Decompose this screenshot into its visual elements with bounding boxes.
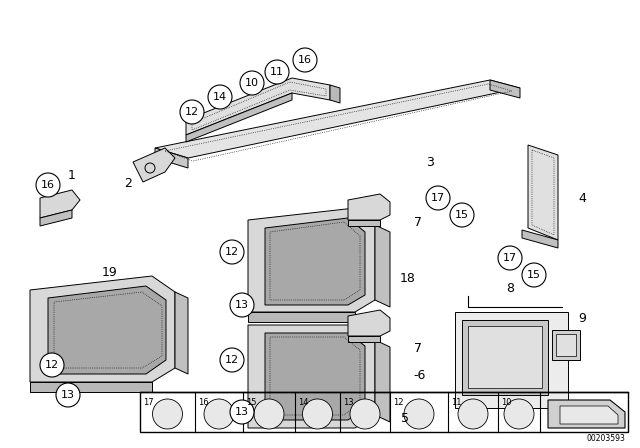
Text: -6: -6	[414, 369, 426, 382]
Polygon shape	[40, 190, 80, 218]
Text: 10: 10	[245, 78, 259, 88]
Circle shape	[56, 383, 80, 407]
Polygon shape	[375, 340, 390, 422]
Polygon shape	[556, 334, 576, 356]
Polygon shape	[186, 93, 292, 142]
Circle shape	[450, 203, 474, 227]
Polygon shape	[155, 80, 520, 158]
Circle shape	[152, 399, 182, 429]
Text: 14: 14	[213, 92, 227, 102]
Circle shape	[230, 293, 254, 317]
Circle shape	[265, 60, 289, 84]
Text: 13: 13	[235, 407, 249, 417]
Text: 19: 19	[102, 266, 118, 279]
Circle shape	[40, 353, 64, 377]
Text: 11: 11	[451, 398, 461, 407]
Text: 7: 7	[414, 215, 422, 228]
Circle shape	[522, 263, 546, 287]
Circle shape	[350, 399, 380, 429]
Text: 17: 17	[431, 193, 445, 203]
Polygon shape	[348, 336, 380, 342]
Text: 1: 1	[68, 168, 76, 181]
Text: 18: 18	[400, 271, 416, 284]
Text: 3: 3	[426, 155, 434, 168]
Polygon shape	[552, 330, 580, 360]
Circle shape	[498, 246, 522, 270]
Polygon shape	[375, 225, 390, 307]
Polygon shape	[248, 208, 375, 312]
Text: 4: 4	[578, 191, 586, 204]
Polygon shape	[490, 80, 520, 98]
Text: 17: 17	[143, 398, 154, 407]
Text: 15: 15	[455, 210, 469, 220]
Circle shape	[220, 348, 244, 372]
Polygon shape	[468, 326, 542, 388]
Polygon shape	[455, 312, 568, 408]
Circle shape	[220, 240, 244, 264]
Circle shape	[36, 173, 60, 197]
Text: 7: 7	[414, 341, 422, 354]
Polygon shape	[248, 312, 355, 322]
Text: 17: 17	[503, 253, 517, 263]
Text: 2: 2	[124, 177, 132, 190]
Text: 15: 15	[527, 270, 541, 280]
Polygon shape	[48, 286, 166, 374]
Circle shape	[504, 399, 534, 429]
Circle shape	[254, 399, 284, 429]
Polygon shape	[175, 292, 188, 374]
Polygon shape	[30, 382, 152, 392]
Text: 14: 14	[298, 398, 308, 407]
Text: 12: 12	[45, 360, 59, 370]
Polygon shape	[348, 310, 390, 336]
Circle shape	[230, 400, 254, 424]
Polygon shape	[528, 145, 558, 240]
Text: 16: 16	[298, 55, 312, 65]
Polygon shape	[548, 400, 625, 428]
Circle shape	[204, 399, 234, 429]
Text: 11: 11	[270, 67, 284, 77]
Text: 15: 15	[246, 398, 257, 407]
Polygon shape	[348, 220, 380, 226]
Circle shape	[240, 71, 264, 95]
Polygon shape	[462, 320, 548, 395]
Polygon shape	[248, 325, 375, 428]
Circle shape	[303, 399, 333, 429]
Circle shape	[293, 48, 317, 72]
Polygon shape	[133, 148, 175, 182]
Polygon shape	[30, 276, 175, 382]
Polygon shape	[186, 78, 330, 135]
Polygon shape	[560, 406, 618, 424]
Text: 16: 16	[198, 398, 209, 407]
Polygon shape	[348, 194, 390, 220]
Text: 12: 12	[185, 107, 199, 117]
Text: 5: 5	[401, 412, 409, 425]
Text: 12: 12	[393, 398, 403, 407]
Text: 13: 13	[235, 300, 249, 310]
Text: 9: 9	[578, 311, 586, 324]
Text: 12: 12	[225, 355, 239, 365]
Polygon shape	[155, 148, 188, 168]
Circle shape	[208, 85, 232, 109]
Circle shape	[180, 100, 204, 124]
Text: 12: 12	[225, 247, 239, 257]
Text: 00203593: 00203593	[586, 434, 625, 443]
Text: 10: 10	[501, 398, 511, 407]
Text: 16: 16	[41, 180, 55, 190]
Circle shape	[458, 399, 488, 429]
Polygon shape	[40, 210, 72, 226]
Polygon shape	[330, 85, 340, 103]
Text: 13: 13	[61, 390, 75, 400]
Bar	[140, 392, 628, 432]
Polygon shape	[522, 230, 558, 248]
Text: 13: 13	[343, 398, 354, 407]
Circle shape	[404, 399, 434, 429]
Polygon shape	[265, 333, 365, 420]
Circle shape	[426, 186, 450, 210]
Polygon shape	[265, 218, 365, 305]
Text: 8: 8	[506, 281, 514, 294]
